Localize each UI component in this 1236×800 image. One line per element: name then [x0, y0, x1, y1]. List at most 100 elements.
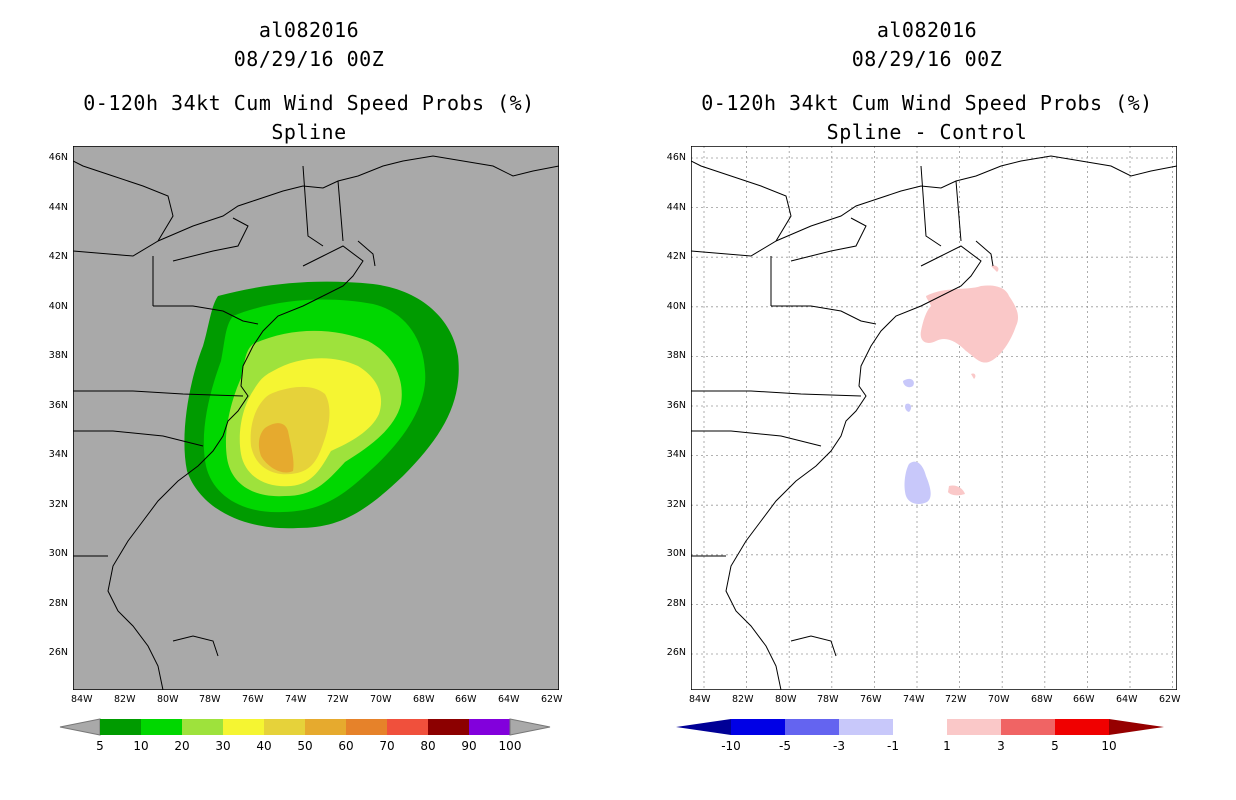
colorbar-swatch: [731, 719, 785, 735]
colorbar-label: 1: [943, 739, 951, 753]
lat-label: 42N: [666, 251, 686, 262]
lat-label: 28N: [666, 598, 686, 609]
storm-id-title: al082016: [258, 18, 360, 42]
lon-label: 74W: [903, 694, 925, 705]
lon-label: 84W: [689, 694, 711, 705]
colorbar-label: 40: [256, 739, 271, 753]
positive-diff-area: [948, 485, 965, 496]
colorbar-label: 70: [379, 739, 394, 753]
lat-label: 30N: [666, 548, 686, 559]
lat-label: 46N: [48, 152, 68, 163]
lon-axis: 84W 82W 80W 78W 76W 74W 72W 70W 68W 66W …: [689, 694, 1180, 708]
lat-label: 26N: [48, 647, 68, 658]
lon-label: 70W: [988, 694, 1010, 705]
colorbar-label: 100: [499, 739, 522, 753]
coastlines: [72, 155, 560, 691]
lon-label: 78W: [199, 694, 221, 705]
colorbar-label: 60: [338, 739, 353, 753]
map-background: [691, 146, 1177, 690]
subtitle: Spline: [271, 120, 347, 144]
lat-label: 46N: [666, 152, 686, 163]
lat-label: 36N: [48, 400, 68, 411]
colorbar-swatch: [100, 719, 141, 735]
lon-label: 78W: [817, 694, 839, 705]
right-panel: al082016 08/29/16 00Z 0-120h 34kt Cum Wi…: [618, 0, 1236, 800]
lon-label: 82W: [732, 694, 754, 705]
lon-label: 68W: [1031, 694, 1053, 705]
product-title: 0-120h 34kt Cum Wind Speed Probs (%): [83, 91, 535, 115]
lon-label: 66W: [455, 694, 477, 705]
lat-axis: 46N 44N 42N 40N 38N 36N 34N 32N 30N 28N …: [34, 146, 68, 690]
positive-diff-area: [971, 373, 976, 379]
lat-label: 36N: [666, 400, 686, 411]
lat-label: 30N: [48, 548, 68, 559]
colorbar-label: 90: [461, 739, 476, 753]
lon-label: 82W: [114, 694, 136, 705]
colorbar-label: -5: [779, 739, 791, 753]
lon-label: 84W: [71, 694, 93, 705]
colorbar-swatch: [1001, 719, 1055, 735]
colorbar-swatch: [469, 719, 510, 735]
colorbar-swatch: [264, 719, 305, 735]
lon-label: 74W: [285, 694, 307, 705]
colorbar-label: 80: [420, 739, 435, 753]
lon-label: 64W: [498, 694, 520, 705]
left-panel: al082016 08/29/16 00Z 0-120h 34kt Cum Wi…: [34, 18, 563, 753]
lat-label: 38N: [48, 350, 68, 361]
datetime-title: 08/29/16 00Z: [233, 47, 385, 71]
lat-label: 40N: [48, 301, 68, 312]
lat-axis: 46N 44N 42N 40N 38N 36N 34N 32N 30N 28N …: [652, 146, 686, 690]
colorbar-label: 10: [1101, 739, 1116, 753]
difference-contours: [903, 265, 1019, 504]
datetime-title: 08/29/16 00Z: [851, 47, 1003, 71]
colorbar-label: 3: [997, 739, 1005, 753]
lat-lon-grid: [691, 146, 1177, 690]
positive-diff-area: [991, 265, 999, 272]
colorbar-end-high: [1109, 719, 1164, 735]
lat-label: 34N: [48, 449, 68, 460]
probability-colorbar: 5 10 20 30 40 50 60 70 80 90 100: [59, 718, 551, 753]
lon-label: 72W: [945, 694, 967, 705]
colorbar-swatch: [305, 719, 346, 735]
lat-label: 32N: [48, 499, 68, 510]
colorbar-label: 30: [215, 739, 230, 753]
colorbar-label: 5: [96, 739, 104, 753]
colorbar-label: -10: [721, 739, 741, 753]
lat-label: 28N: [48, 598, 68, 609]
negative-diff-area: [905, 403, 912, 412]
lat-label: 26N: [666, 647, 686, 658]
colorbar-label: 50: [297, 739, 312, 753]
probability-contours: [184, 281, 459, 529]
map-svg: 46N: [45, 145, 560, 691]
lon-label: 80W: [157, 694, 179, 705]
colorbar-swatch: [947, 719, 1001, 735]
contour-50: [258, 423, 294, 473]
lat-label: 32N: [666, 499, 686, 510]
colorbar-end-low: [676, 719, 731, 735]
lon-label: 62W: [541, 694, 563, 705]
product-title: 0-120h 34kt Cum Wind Speed Probs (%): [701, 91, 1153, 115]
lon-label: 72W: [327, 694, 349, 705]
colorbar-swatch: [346, 719, 387, 735]
colorbar-swatch: [839, 719, 893, 735]
colorbar-label: 10: [133, 739, 148, 753]
lon-label: 76W: [242, 694, 264, 705]
lon-label: 68W: [413, 694, 435, 705]
colorbar-swatch: [893, 719, 947, 735]
lat-label: 42N: [48, 251, 68, 262]
colorbar-swatch: [182, 719, 223, 735]
lon-label: 80W: [775, 694, 797, 705]
colorbar-label: -3: [833, 739, 845, 753]
lat-label: 44N: [48, 202, 68, 213]
colorbar-label: 20: [174, 739, 189, 753]
colorbar-end-high: [509, 718, 551, 736]
colorbar-swatch: [141, 719, 182, 735]
lat-label: 40N: [666, 301, 686, 312]
lat-label: 34N: [666, 449, 686, 460]
positive-diff-area: [920, 285, 1019, 363]
lat-label: 38N: [666, 350, 686, 361]
probability-map: 46N: [45, 145, 560, 691]
negative-diff-area: [903, 378, 914, 388]
colorbar-swatch: [1055, 719, 1109, 735]
difference-colorbar: -10 -5 -3 -1 1 3 5 10: [676, 719, 1164, 753]
